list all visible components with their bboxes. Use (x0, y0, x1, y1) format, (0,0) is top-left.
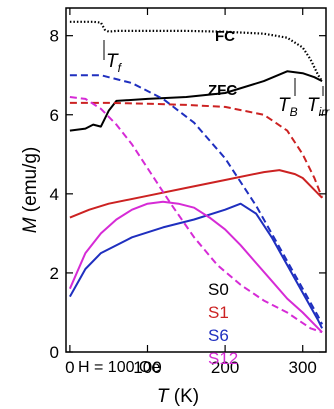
series-line-s0-zfc (69, 70, 323, 132)
y-tick-label: 8 (50, 27, 59, 46)
fc-label: FC (215, 28, 235, 45)
legend: S0 S1 S6 S12 (208, 280, 238, 368)
x-tick-label: 100 (133, 358, 161, 377)
svg-text:TB: TB (278, 95, 298, 119)
x-axis-title: T (157, 386, 170, 407)
x-tick-label: 0 (65, 358, 74, 377)
x-tick-label: 300 (289, 358, 317, 377)
series-line-s12-zfc (68, 200, 323, 333)
series-line-s1-fc (69, 101, 324, 199)
x-tick-label: 200 (211, 358, 239, 377)
tirr-label: T (307, 95, 320, 116)
tb-label: T (278, 95, 291, 116)
tirr-annotation: Tirr (307, 86, 330, 119)
series-line-s12-fc (69, 96, 323, 334)
x-axis-unit: (K) (169, 386, 200, 407)
tb-subscript: B (290, 105, 298, 119)
svg-text:Tf: Tf (106, 51, 123, 75)
series-line-s6-zfc (69, 202, 323, 329)
y-tick-label: 6 (50, 106, 59, 125)
plot-area: 0 100 200 300 0 2 4 6 8 (50, 7, 327, 377)
y-tick-label: 4 (50, 185, 59, 204)
legend-item-s1: S1 (208, 303, 229, 322)
field-label: H = 100 Oe (78, 359, 160, 376)
legend-item-s0: S0 (208, 280, 229, 299)
tf-label: T (106, 51, 119, 72)
tf-annotation: Tf (103, 40, 123, 75)
legend-item-s6: S6 (208, 326, 229, 345)
zfc-label: ZFC (208, 82, 237, 99)
series-line-s1-zfc (69, 169, 323, 219)
y-axis-title: M (20, 217, 41, 233)
tirr-subscript: irr (319, 105, 331, 119)
plot-frame (65, 7, 327, 353)
tb-annotation: TB (278, 78, 298, 119)
tf-subscript: f (118, 61, 123, 75)
svg-text:Tirr: Tirr (307, 95, 330, 119)
y-tick-label: 0 (50, 343, 59, 362)
y-tick-label: 2 (50, 264, 59, 283)
legend-item-s12: S12 (208, 349, 238, 368)
svg-text:T (K): T (K) (157, 386, 199, 407)
y-axis-unit: (emu/g) (20, 147, 41, 218)
svg-text:M (emu/g): M (emu/g) (20, 147, 41, 234)
series-line-s6-fc (69, 74, 323, 325)
